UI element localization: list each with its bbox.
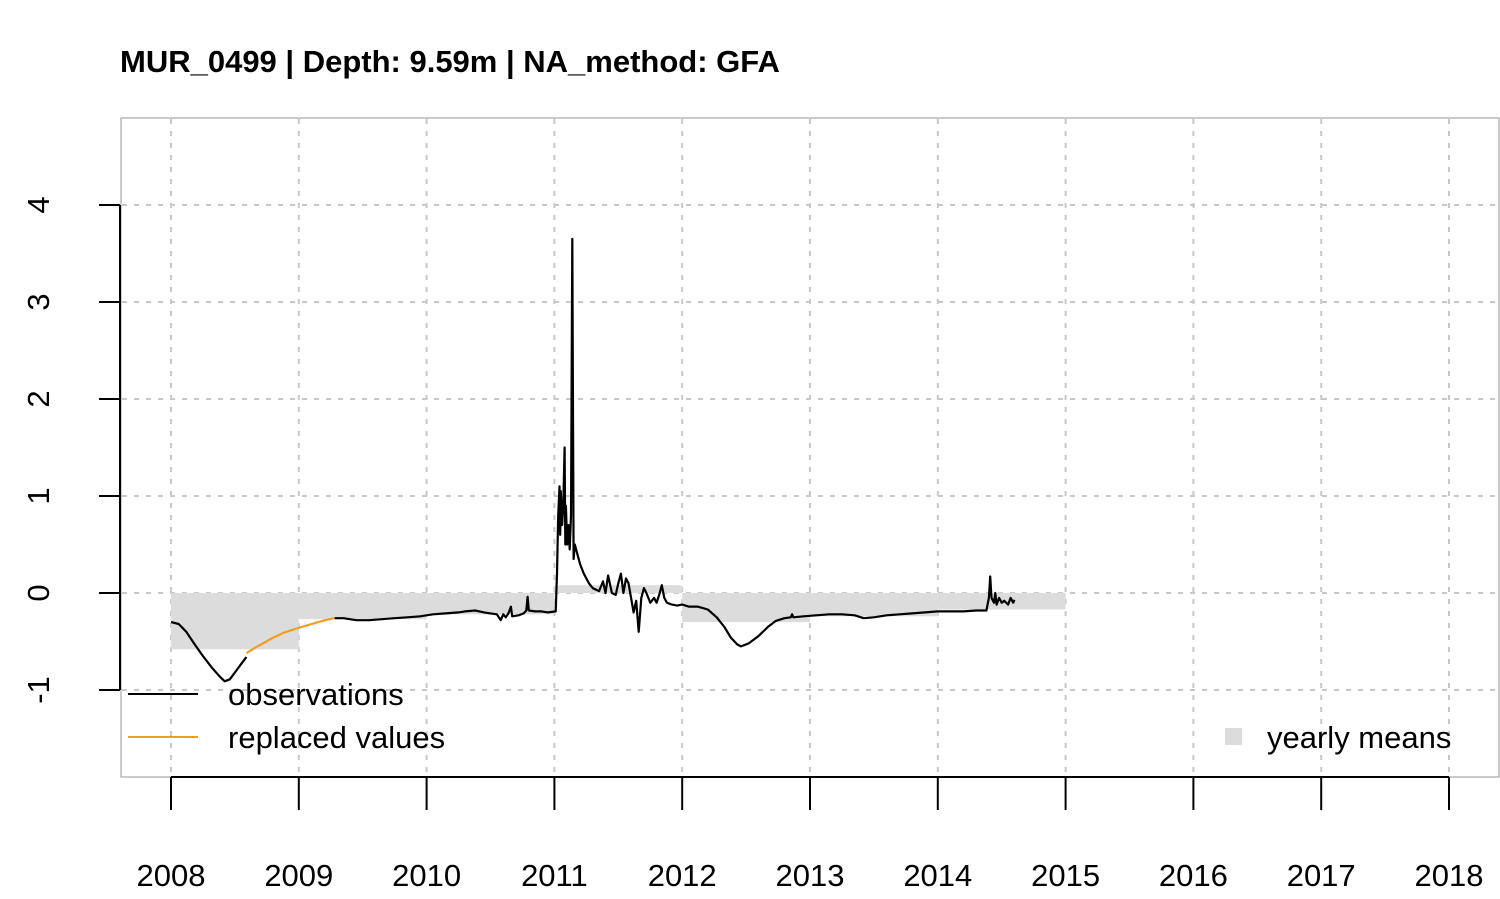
yearly-mean-bar [171,593,299,650]
x-tick-label: 2014 [903,858,972,893]
yearly-mean-bar [298,593,427,620]
x-tick-label: 2009 [264,858,333,893]
legend-label-observations: observations [228,677,404,712]
legend-label-replaced-values: replaced values [228,720,445,755]
x-tick-label: 2018 [1415,858,1484,893]
series-line-observations [170,621,248,683]
legend-right: yearly means [1225,720,1451,755]
y-tick-label: 1 [21,487,56,504]
yearly-mean-bar [554,585,683,593]
y-tick-label: 3 [21,293,56,310]
y-tick-label: 4 [21,196,56,213]
y-tick-label: 2 [21,390,56,407]
y-axis: -1 0 1 2 3 4 [21,196,121,704]
series-lines [170,237,1016,683]
legend-left: observations replaced values [128,677,445,755]
x-tick-label: 2016 [1159,858,1228,893]
x-tick-label: 2012 [648,858,717,893]
series-line-replaced-values [245,617,335,655]
x-tick-label: 2008 [137,858,206,893]
x-tick-label: 2010 [392,858,461,893]
x-tick-label: 2013 [776,858,845,893]
yearly-mean-bar [426,593,555,615]
legend-label-yearly-means: yearly means [1267,720,1451,755]
y-tick-label: -1 [21,676,56,704]
chart-title: MUR_0499 | Depth: 9.59m | NA_method: GFA [120,44,780,79]
yearly-mean-bar [810,593,938,617]
x-tick-label: 2017 [1287,858,1356,893]
x-tick-label: 2011 [521,858,588,893]
x-axis: 2008 2009 2010 2011 2012 2013 2014 2015 2016 2017… [137,776,1484,893]
legend-swatch-yearly-means [1225,728,1242,745]
x-tick-label: 2015 [1031,858,1100,893]
yearly-means [171,585,1066,650]
series-line-observations [334,237,1016,648]
y-tick-label: 0 [21,584,56,601]
